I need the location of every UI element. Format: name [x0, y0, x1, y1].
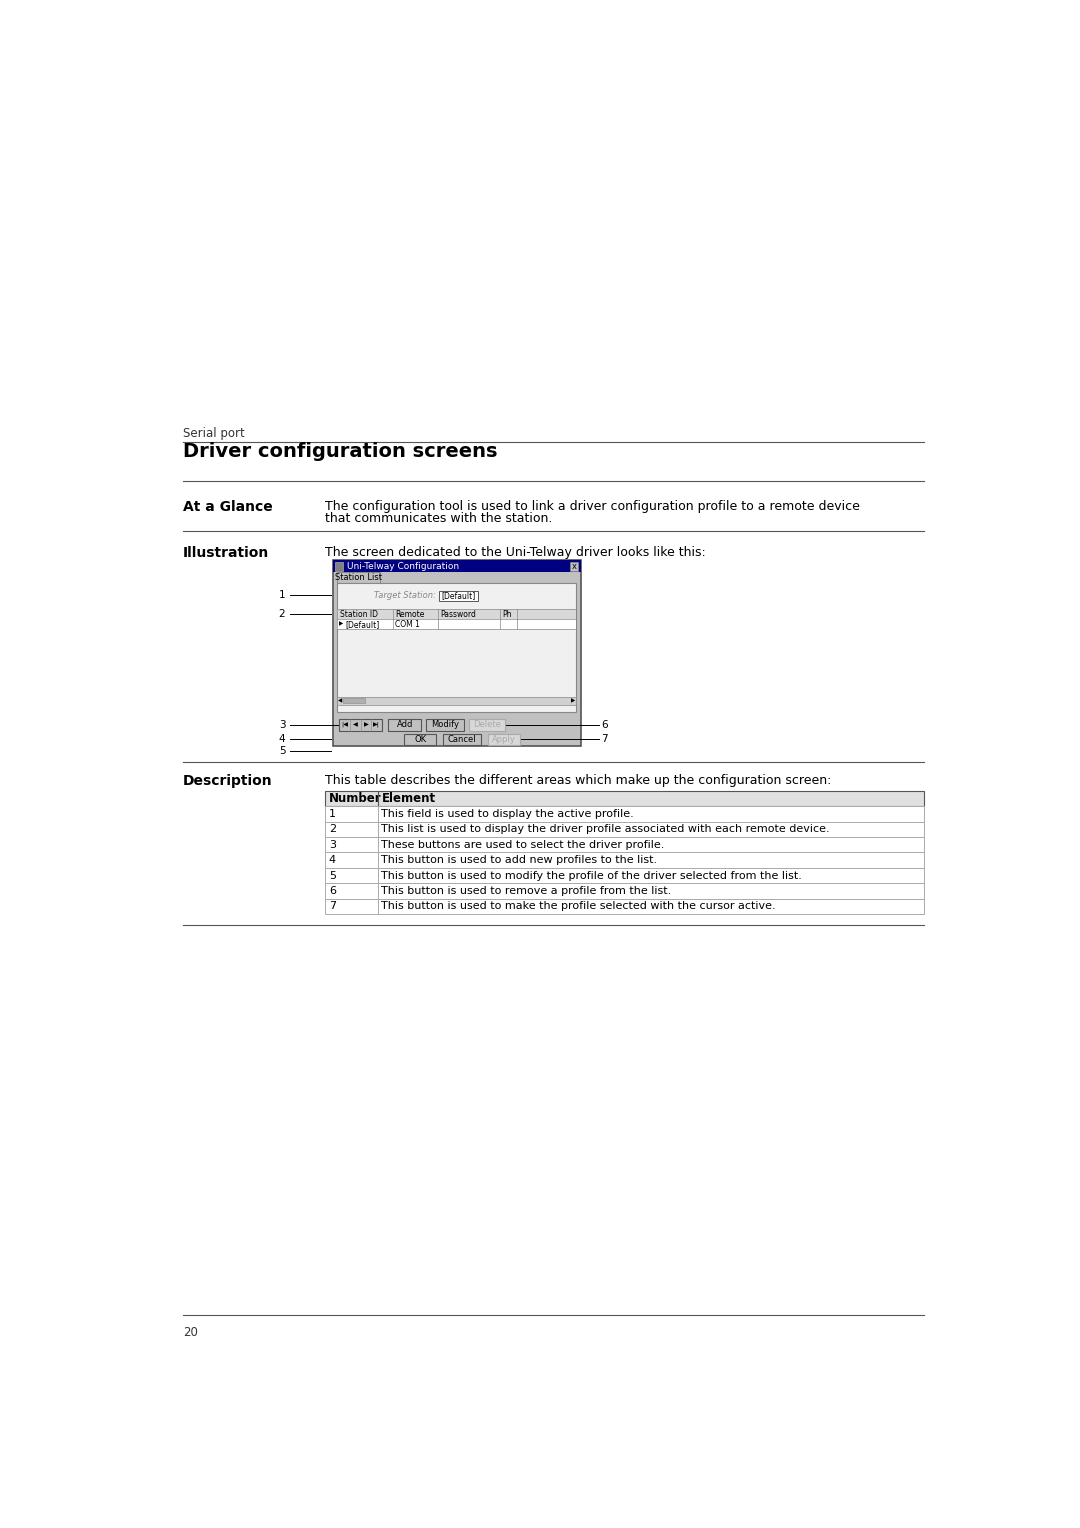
- Text: Target Station:: Target Station:: [374, 591, 436, 601]
- Bar: [325, 822, 924, 837]
- Bar: [440, 591, 477, 601]
- Text: This button is used to remove a profile from the list.: This button is used to remove a profile …: [381, 886, 672, 895]
- Text: ◀: ◀: [353, 723, 357, 727]
- Text: 3: 3: [328, 840, 336, 850]
- Text: The configuration tool is used to link a driver configuration profile to a remot: The configuration tool is used to link a…: [325, 500, 860, 513]
- Bar: [337, 610, 576, 619]
- Text: Station ID: Station ID: [339, 610, 378, 619]
- Text: ▶: ▶: [570, 698, 575, 703]
- Text: 7: 7: [328, 902, 336, 911]
- Bar: [339, 718, 382, 730]
- Bar: [337, 619, 576, 630]
- Text: Ph: Ph: [502, 610, 512, 619]
- Text: OK: OK: [414, 735, 427, 744]
- Bar: [570, 562, 578, 570]
- Bar: [443, 733, 482, 744]
- Bar: [404, 733, 436, 744]
- Text: ▶: ▶: [339, 622, 343, 626]
- Text: Delete: Delete: [473, 720, 501, 729]
- Text: 1: 1: [279, 590, 285, 601]
- Bar: [469, 718, 504, 730]
- Bar: [325, 853, 924, 868]
- Text: Description: Description: [183, 775, 272, 788]
- Text: 1: 1: [328, 808, 336, 819]
- Text: ▶: ▶: [364, 723, 368, 727]
- Text: Driver configuration screens: Driver configuration screens: [183, 442, 498, 461]
- Text: Apply: Apply: [492, 735, 516, 744]
- Bar: [325, 807, 924, 822]
- Bar: [335, 562, 343, 570]
- Text: 5: 5: [328, 871, 336, 880]
- Text: ◀: ◀: [338, 698, 342, 703]
- Text: 4: 4: [328, 856, 336, 865]
- Text: 2: 2: [279, 610, 285, 619]
- Text: Number: Number: [328, 792, 381, 805]
- Text: 2: 2: [328, 825, 336, 834]
- Text: This field is used to display the active profile.: This field is used to display the active…: [381, 808, 634, 819]
- Bar: [325, 898, 924, 914]
- Bar: [325, 883, 924, 898]
- Text: Illustration: Illustration: [183, 545, 269, 561]
- Bar: [325, 868, 924, 883]
- Text: Modify: Modify: [431, 720, 459, 729]
- Bar: [337, 584, 576, 712]
- Text: Password: Password: [441, 610, 476, 619]
- Text: This table describes the different areas which make up the configuration screen:: This table describes the different areas…: [325, 775, 832, 787]
- Text: |◀: |◀: [341, 721, 348, 727]
- Bar: [337, 571, 380, 584]
- Text: Uni-Telway Configuration: Uni-Telway Configuration: [347, 562, 459, 570]
- Text: ▶|: ▶|: [374, 721, 380, 727]
- Text: Serial port: Serial port: [183, 426, 245, 440]
- Bar: [343, 698, 365, 703]
- Text: x: x: [571, 562, 577, 571]
- Text: Station List: Station List: [335, 573, 382, 582]
- Text: Cancel: Cancel: [448, 735, 476, 744]
- Bar: [333, 559, 581, 746]
- Text: Add: Add: [396, 720, 413, 729]
- Bar: [389, 718, 421, 730]
- Text: Remote: Remote: [395, 610, 424, 619]
- Bar: [488, 733, 521, 744]
- Text: 4: 4: [279, 733, 285, 744]
- Text: 20: 20: [183, 1326, 198, 1339]
- Text: 5: 5: [279, 746, 285, 756]
- Bar: [325, 792, 924, 807]
- Bar: [325, 837, 924, 853]
- Text: At a Glance: At a Glance: [183, 500, 273, 513]
- Text: This button is used to make the profile selected with the cursor active.: This button is used to make the profile …: [381, 902, 777, 911]
- Text: [Default]: [Default]: [442, 591, 475, 601]
- Text: Element: Element: [381, 792, 435, 805]
- Text: 6: 6: [600, 720, 607, 730]
- Text: The screen dedicated to the Uni-Telway driver looks like this:: The screen dedicated to the Uni-Telway d…: [325, 545, 705, 559]
- Bar: [337, 697, 576, 704]
- Text: that communicates with the station.: that communicates with the station.: [325, 512, 552, 526]
- Text: 7: 7: [600, 735, 607, 744]
- Text: 3: 3: [279, 720, 285, 730]
- Bar: [426, 718, 464, 730]
- Text: These buttons are used to select the driver profile.: These buttons are used to select the dri…: [381, 840, 665, 850]
- Text: COM 1: COM 1: [395, 620, 420, 628]
- Text: [Default]: [Default]: [345, 620, 379, 628]
- Text: This list is used to display the driver profile associated with each remote devi: This list is used to display the driver …: [381, 825, 831, 834]
- Bar: [333, 559, 581, 571]
- Text: This button is used to add new profiles to the list.: This button is used to add new profiles …: [381, 856, 658, 865]
- Text: This button is used to modify the profile of the driver selected from the list.: This button is used to modify the profil…: [381, 871, 802, 880]
- Text: 6: 6: [328, 886, 336, 895]
